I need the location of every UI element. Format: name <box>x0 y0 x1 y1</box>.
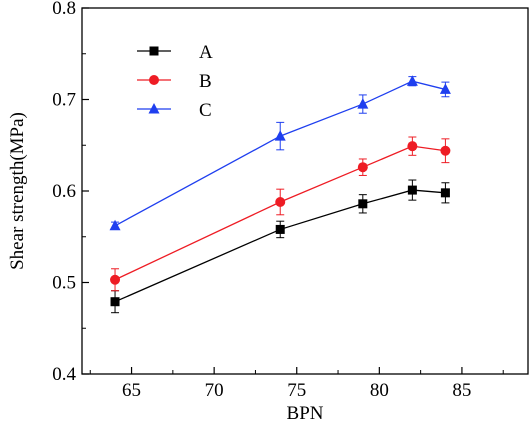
series-a <box>110 179 450 314</box>
legend-item-b: B <box>137 71 212 92</box>
series-c-point <box>406 75 418 86</box>
series-c-point <box>357 98 369 109</box>
x-tick-label: 65 <box>122 380 141 401</box>
legend-item-c-marker <box>148 103 160 114</box>
series-c <box>109 75 451 231</box>
legend-item-a-marker <box>149 46 159 56</box>
series-a-point <box>440 188 450 198</box>
y-tick-label: 0.4 <box>52 364 76 385</box>
legend-item-a: A <box>137 42 213 63</box>
y-tick-label: 0.5 <box>52 273 76 294</box>
y-tick-label: 0.7 <box>52 90 76 111</box>
series-c-point <box>274 130 286 141</box>
series-group <box>109 75 451 314</box>
axes-group: 65 70 75 80 85 0.4 0.5 0.6 0.7 0.8 <box>52 0 529 401</box>
series-a-point <box>110 297 120 307</box>
series-b <box>110 136 451 292</box>
legend-item-b-label: B <box>199 71 212 92</box>
legend-item-a-label: A <box>199 42 213 63</box>
x-axis-title: BPN <box>287 403 324 424</box>
x-tick-label: 80 <box>370 380 389 401</box>
series-b-point <box>407 141 418 152</box>
series-b-point <box>275 196 286 207</box>
x-tick-label: 85 <box>452 380 471 401</box>
x-tick-label: 75 <box>287 380 306 401</box>
y-tick-label: 0.8 <box>52 0 76 19</box>
series-c-point <box>109 219 121 231</box>
series-b-point <box>357 162 368 173</box>
y-axis-title: Shear strength(MPa) <box>7 112 28 270</box>
legend-item-b-marker <box>149 75 159 85</box>
series-a-point <box>358 199 368 209</box>
legend: ABC <box>137 42 213 121</box>
series-b-point <box>440 145 451 156</box>
legend-item-c-label: C <box>199 100 212 121</box>
series-c-point <box>439 83 451 94</box>
legend-item-c: C <box>137 100 212 121</box>
x-tick-label: 70 <box>205 380 224 401</box>
series-b-point <box>110 274 121 285</box>
y-tick-label: 0.6 <box>52 181 76 202</box>
series-a-point <box>407 185 417 195</box>
series-a-point <box>275 224 285 234</box>
